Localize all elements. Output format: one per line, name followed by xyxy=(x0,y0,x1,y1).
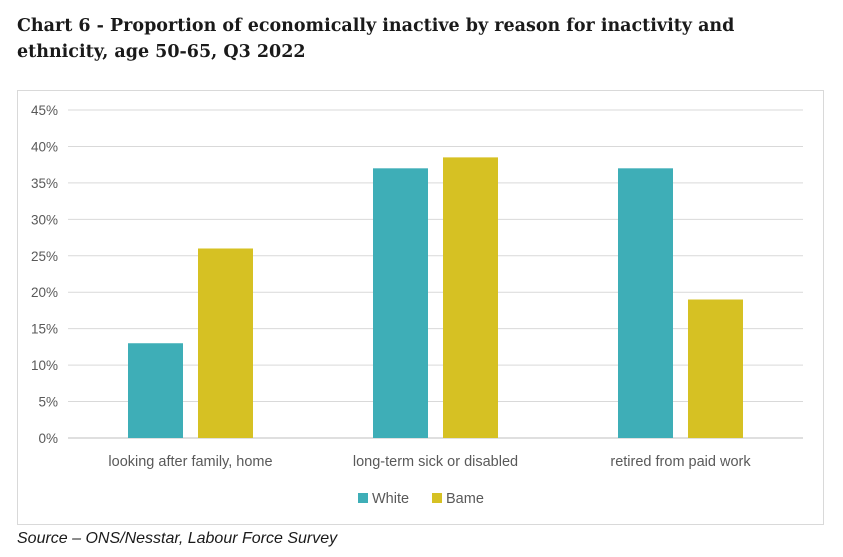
x-category-label: retired from paid work xyxy=(610,454,751,470)
x-category-label: looking after family, home xyxy=(108,454,272,470)
y-tick-label: 15% xyxy=(31,322,58,337)
y-tick-label: 0% xyxy=(38,431,58,446)
y-tick-label: 20% xyxy=(31,285,58,300)
bar-white-2 xyxy=(373,168,428,439)
y-tick-label: 30% xyxy=(31,212,58,227)
x-axis-categories: looking after family, home long-term sick… xyxy=(108,454,751,470)
bar-white-1 xyxy=(128,343,183,438)
bar-bame-1 xyxy=(198,248,253,438)
legend: White Bame xyxy=(358,491,484,507)
y-tick-label: 25% xyxy=(31,249,58,264)
gridlines xyxy=(68,109,803,439)
y-tick-label: 35% xyxy=(31,176,58,191)
bar-bame-3 xyxy=(688,299,743,438)
y-tick-label: 10% xyxy=(31,358,58,373)
y-axis-ticks: 0% 5% 10% 15% 20% 25% 30% 35% 40% 45% xyxy=(31,103,58,446)
y-tick-label: 45% xyxy=(31,103,58,118)
legend-label-white: White xyxy=(372,491,409,507)
chart-title: Chart 6 - Proportion of economically ina… xyxy=(17,16,735,62)
y-tick-label: 5% xyxy=(38,395,58,410)
chart-frame xyxy=(17,90,824,525)
x-category-label: long-term sick or disabled xyxy=(353,454,518,470)
source-note: Source – ONS/Nesstar, Labour Force Surve… xyxy=(17,530,338,547)
bars xyxy=(128,157,743,439)
bar-chart: 0% 5% 10% 15% 20% 25% 30% 35% 40% 45% looking aft… xyxy=(31,103,803,507)
bar-bame-2 xyxy=(443,157,498,438)
legend-swatch-bame xyxy=(432,493,442,503)
y-tick-label: 40% xyxy=(31,139,58,154)
legend-swatch-white xyxy=(358,493,368,503)
legend-label-bame: Bame xyxy=(446,491,484,507)
bar-white-3 xyxy=(618,168,673,439)
